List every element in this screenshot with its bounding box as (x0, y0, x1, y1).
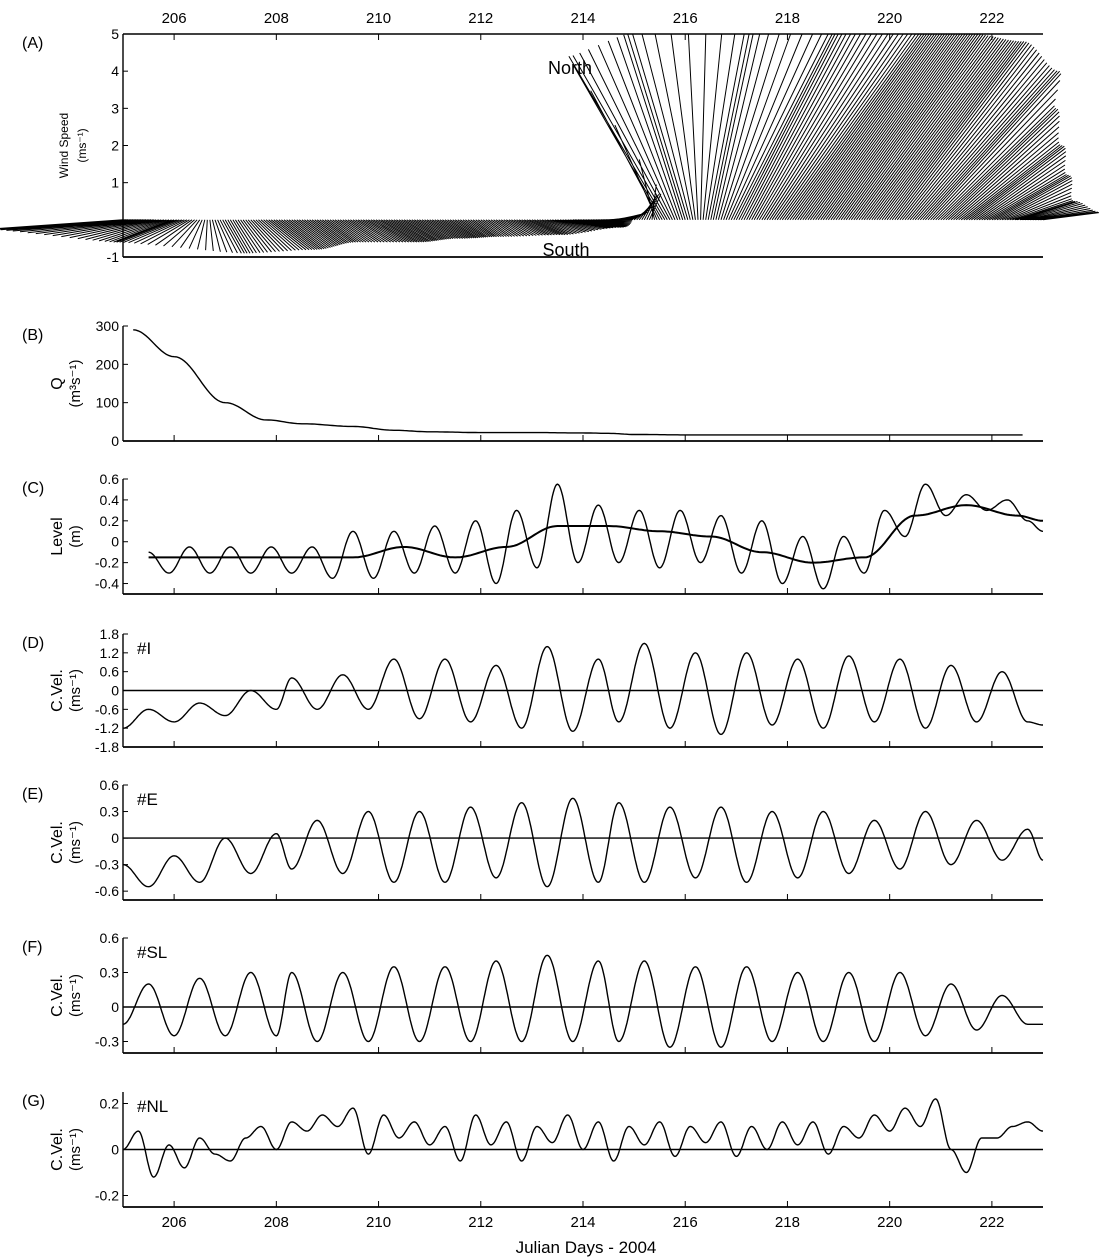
y-tick-label: 0.6 (100, 930, 120, 946)
y-tick-label: 0 (111, 534, 119, 550)
series-line-0 (122, 954, 1043, 1049)
y-tick-label: 0.6 (100, 664, 120, 680)
y-axis-unit: (ms⁻¹) (67, 974, 84, 1017)
x-tick-label: 222 (979, 1214, 1004, 1231)
annotation-north: North (548, 58, 592, 78)
x-tick-label: 220 (877, 10, 902, 27)
y-tick-label: -0.2 (95, 1188, 119, 1204)
x-tick-label: 218 (775, 10, 800, 27)
y-tick-label: 0 (111, 1142, 119, 1158)
y-tick-label: -0.3 (95, 857, 119, 873)
panel-label: (D) (22, 635, 44, 652)
y-tick-label: -0.6 (95, 701, 119, 717)
series-line-0 (133, 329, 1023, 436)
panel-label: (E) (22, 786, 43, 803)
x-tick-label: 214 (570, 1214, 595, 1231)
panel-a: 206 208 210 212 214 216 218 220 222 -1 1 2 3 4 5 (A) Win… (0, 10, 1099, 265)
y-axis-label: C.Vel. (49, 669, 66, 712)
station-label: #E (137, 790, 158, 809)
y-tick-label: 0.6 (100, 471, 120, 487)
series-line-0 (122, 642, 1043, 736)
y-axis-label: Wind Speed (57, 113, 71, 178)
panel-f: -0.3 0 0.3 0.6 (F) C.Vel. (ms⁻¹) #SL (22, 930, 1043, 1054)
y-tick-label: 0 (111, 999, 119, 1015)
y-tick-label: 200 (96, 356, 120, 372)
y-axis-unit: (m) (67, 525, 84, 548)
x-tick-label: 214 (570, 10, 595, 27)
panel-c: -0.4 -0.2 0 0.2 0.4 0.6 (C) Level (m) (22, 471, 1044, 595)
x-tick-label: 216 (673, 10, 698, 27)
y-tick-label: 1.2 (100, 645, 120, 661)
y-axis-label: C.Vel. (49, 821, 66, 864)
y-axis-label: Q (49, 377, 66, 389)
panel-label: (A) (22, 35, 43, 52)
panel-label: (B) (22, 327, 43, 344)
x-tick-label: 218 (775, 1214, 800, 1231)
y-tick-label: -1.8 (95, 739, 119, 755)
x-tick-label: 210 (366, 10, 391, 27)
y-tick-label: 4 (111, 63, 119, 79)
y-tick-label: 0 (111, 683, 119, 699)
series-line-level (148, 483, 1044, 590)
y-tick-label: -0.6 (95, 883, 119, 899)
station-label: #I (137, 639, 151, 658)
series-line-0 (122, 797, 1044, 888)
series-line-mean (148, 504, 1044, 564)
x-tick-label: 220 (877, 1214, 902, 1231)
wind-sticks (0, 33, 1099, 254)
x-tick-label: 210 (366, 1214, 391, 1231)
station-label: #NL (137, 1097, 168, 1116)
y-tick-label: 0.4 (100, 492, 120, 508)
y-tick-label: 0.2 (100, 513, 120, 529)
y-axis-unit: (m³s⁻¹) (67, 360, 84, 408)
y-axis-unit: (ms⁻¹) (75, 128, 89, 162)
y-tick-label: 0.3 (100, 804, 120, 820)
y-tick-label: 0.3 (100, 965, 120, 981)
y-tick-label: 0.2 (100, 1096, 120, 1112)
y-axis-label: Level (49, 517, 66, 555)
y-tick-label: 5 (111, 26, 119, 42)
y-tick-label: 100 (96, 395, 120, 411)
y-axis-label: C.Vel. (49, 974, 66, 1017)
panel-label: (C) (22, 480, 44, 497)
y-tick-label: -0.4 (95, 576, 119, 592)
x-tick-label: 212 (468, 10, 493, 27)
panel-g: 206 208 210 212 214 216 218 220 222 -0.2 0 0.2 (G) C.… (22, 1092, 1044, 1231)
x-tick-label: 222 (979, 10, 1004, 27)
y-tick-label: 0 (111, 830, 119, 846)
x-tick-label: 212 (468, 1214, 493, 1231)
panels: 206 208 210 212 214 216 218 220 222 -1 1 2 3 4 5 (A) Win… (0, 10, 1099, 1231)
x-tick-label: 208 (264, 1214, 289, 1231)
annotation-south: South (542, 240, 589, 260)
panel-label: (F) (22, 939, 42, 956)
y-tick-label: -1 (107, 249, 120, 265)
panel-d: -1.8 -1.2 -0.6 0 0.6 1.2 1.8 (D) C.Vel. (ms⁻¹) #I (22, 626, 1043, 755)
y-tick-label: 2 (111, 138, 119, 154)
y-tick-label: 300 (96, 318, 120, 334)
panel-label: (G) (22, 1093, 45, 1110)
x-tick-label: 216 (673, 1214, 698, 1231)
panel-b: 0 100 200 300 (B) Q (m³s⁻¹) (22, 318, 1043, 449)
y-axis-label: C.Vel. (49, 1128, 66, 1171)
y-tick-label: -0.2 (95, 555, 119, 571)
panel-e: -0.6 -0.3 0 0.3 0.6 (E) C.Vel. (ms⁻¹) #E (22, 777, 1044, 901)
y-tick-label: 0 (111, 433, 119, 449)
x-tick-label: 206 (162, 10, 187, 27)
y-tick-label: -1.2 (95, 720, 119, 736)
y-axis-unit: (ms⁻¹) (67, 669, 84, 712)
y-axis-unit: (ms⁻¹) (67, 821, 84, 864)
x-tick-label: 208 (264, 10, 289, 27)
y-tick-label: 1 (111, 175, 119, 191)
station-label: #SL (137, 943, 167, 962)
x-axis-title: Julian Days - 2004 (516, 1238, 657, 1257)
y-tick-label: 3 (111, 100, 119, 116)
y-axis-unit: (ms⁻¹) (67, 1128, 84, 1171)
x-tick-label: 206 (162, 1214, 187, 1231)
y-tick-label: -0.3 (95, 1034, 119, 1050)
y-tick-label: 0.6 (100, 777, 120, 793)
y-tick-label: 1.8 (100, 626, 120, 642)
series-line-0 (122, 1098, 1044, 1178)
